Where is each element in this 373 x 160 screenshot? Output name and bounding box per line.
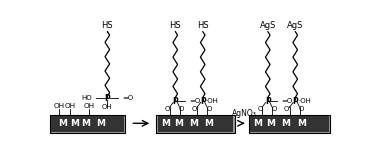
Text: P: P (265, 97, 271, 106)
Text: P: P (172, 97, 178, 106)
Bar (51, 116, 123, 132)
Text: OH: OH (102, 104, 113, 110)
Text: OH: OH (65, 103, 76, 108)
Text: O: O (258, 106, 263, 112)
Text: O': O' (192, 106, 199, 112)
Text: P: P (200, 97, 206, 106)
Text: O: O (299, 106, 304, 112)
Text: P: P (292, 97, 298, 106)
Text: HS: HS (101, 21, 113, 30)
Text: M: M (161, 119, 170, 128)
Text: =O: =O (189, 98, 200, 104)
Text: O': O' (284, 106, 291, 112)
Text: O: O (206, 106, 212, 112)
Text: M: M (174, 119, 183, 128)
Text: M: M (253, 119, 262, 128)
Text: M: M (204, 119, 214, 128)
Text: M: M (282, 119, 291, 128)
Text: HS: HS (169, 21, 181, 30)
Text: M: M (70, 119, 79, 128)
Text: M: M (97, 119, 106, 128)
Text: M: M (297, 119, 306, 128)
Text: AgNO₃: AgNO₃ (232, 109, 256, 118)
Bar (249, 115, 330, 132)
Bar (157, 115, 235, 132)
Text: AgS: AgS (287, 21, 303, 30)
Text: HO: HO (82, 95, 92, 101)
Text: =O: =O (282, 98, 293, 104)
Bar (250, 116, 329, 132)
Text: O: O (179, 106, 184, 112)
Text: O: O (165, 106, 170, 112)
Text: M: M (58, 119, 67, 128)
Text: OH: OH (53, 103, 64, 108)
Text: HS: HS (197, 21, 209, 30)
Text: M: M (189, 119, 198, 128)
Text: O: O (272, 106, 277, 112)
Bar (158, 116, 233, 132)
Text: P: P (104, 94, 110, 103)
Text: ·OH: ·OH (298, 98, 311, 104)
Text: ·OH: ·OH (206, 98, 219, 104)
Text: M: M (266, 119, 275, 128)
Text: =O: =O (122, 95, 134, 101)
Text: AgS: AgS (260, 21, 276, 30)
Text: M: M (81, 119, 90, 128)
Text: OH: OH (84, 103, 95, 108)
Bar (50, 115, 125, 132)
